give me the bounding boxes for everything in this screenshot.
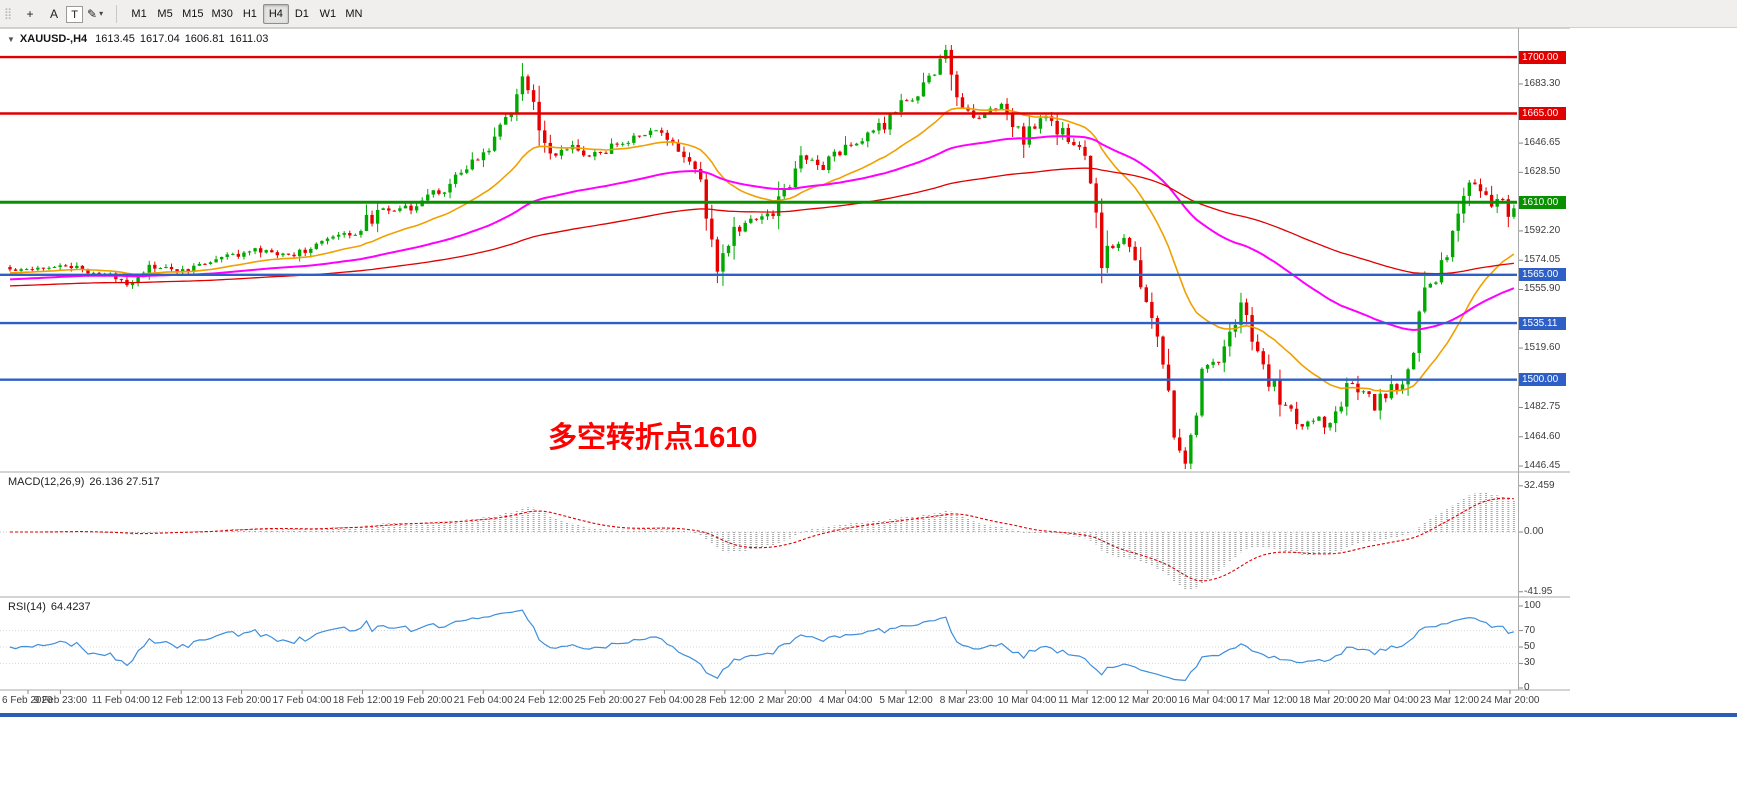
toolbar-separator	[116, 4, 118, 23]
timeframe-button-w1[interactable]: W1	[315, 4, 341, 24]
ohlc-close: 1611.03	[229, 33, 269, 45]
collapse-arrow-icon[interactable]: ▼	[7, 34, 15, 44]
candlesticks	[8, 44, 1516, 469]
ohlc-high: 1617.04	[139, 33, 180, 45]
bottom-panel-bar[interactable]	[0, 713, 1737, 717]
toolbar-drag-handle-icon[interactable]: ⣿	[4, 8, 13, 20]
timeframe-button-m30[interactable]: M30	[207, 4, 236, 24]
ma-fast-line	[9, 107, 1515, 393]
rsi-indicator-label: RSI(14) 64.4237	[8, 601, 91, 613]
chevron-down-icon: ▾	[99, 9, 104, 18]
ohlc-low: 1606.81	[184, 33, 225, 45]
time-axis[interactable]	[0, 690, 1570, 712]
ma-mid-line	[9, 135, 1515, 332]
macd-indicator-label: MACD(12,26,9) 26.136 27.517	[8, 476, 160, 488]
macd-signal-line	[10, 497, 1514, 582]
timeframe-button-mn[interactable]: MN	[341, 4, 367, 24]
rsi-name: RSI(14)	[8, 601, 46, 613]
timeframe-button-m5[interactable]: M5	[152, 4, 178, 24]
rsi-value: 64.4237	[50, 601, 91, 613]
macd-values: 26.136 27.517	[89, 476, 160, 488]
text-annotation-button[interactable]: A	[42, 3, 66, 25]
ohlc-open: 1613.45	[95, 33, 135, 45]
chart-header: ▼ XAUUSD-,H4 1613.45 1617.04 1606.81 161…	[7, 33, 268, 45]
price-axis[interactable]	[1519, 28, 1570, 690]
timeframe-button-h1[interactable]: H1	[237, 4, 263, 24]
timeframe-toolbar: M1 M5 M15 M30 H1 H4 D1 W1 MN	[126, 3, 367, 24]
toolbar: ⣿ + A T ✎ ▾ M1 M5 M15 M30 H1 H4 D1 W1 MN	[0, 0, 1737, 28]
timeframe-button-m1[interactable]: M1	[126, 4, 152, 24]
timeframe-button-d1[interactable]: D1	[289, 4, 315, 24]
toolbar-tools: + A T ✎ ▾	[18, 3, 107, 25]
chart-annotation-text[interactable]: 多空转折点1610	[548, 422, 758, 454]
rsi-line	[9, 609, 1515, 682]
macd-histogram	[14, 492, 1515, 590]
macd-name: MACD(12,26,9)	[8, 476, 85, 488]
crosshair-tool-button[interactable]: +	[18, 3, 42, 25]
text-label-button[interactable]: T	[66, 6, 84, 23]
ma-slow-line	[9, 167, 1514, 287]
symbol-label: XAUUSD-,H4	[19, 33, 88, 45]
timeframe-button-m15[interactable]: M15	[178, 4, 207, 24]
timeframe-button-h4[interactable]: H4	[262, 3, 289, 24]
drawing-tool-button[interactable]: ✎ ▾	[83, 3, 107, 25]
